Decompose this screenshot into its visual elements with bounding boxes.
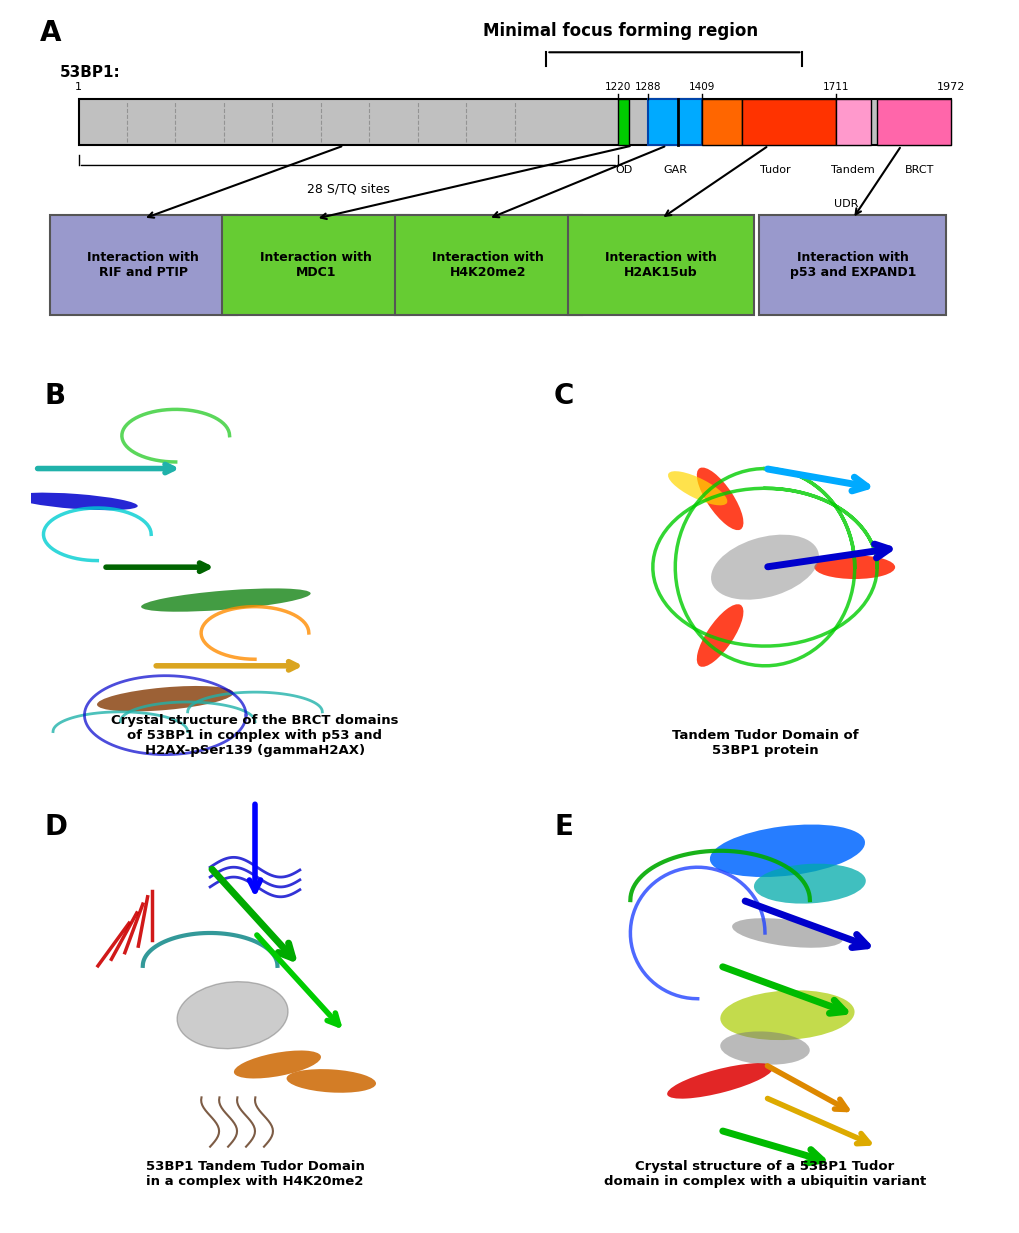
Ellipse shape [710,535,818,599]
Ellipse shape [97,686,233,711]
FancyBboxPatch shape [648,99,701,145]
Text: A: A [40,18,61,47]
Text: Interaction with
p53 and EXPAND1: Interaction with p53 and EXPAND1 [789,252,915,280]
Text: 28 S/TQ sites: 28 S/TQ sites [307,182,389,195]
Ellipse shape [233,1051,321,1079]
Text: Interaction with
H2AK15ub: Interaction with H2AK15ub [604,252,716,280]
Ellipse shape [666,1063,772,1099]
Text: 1220: 1220 [604,83,631,92]
Text: 1711: 1711 [821,83,848,92]
Text: Interaction with
RIF and PTIP: Interaction with RIF and PTIP [88,252,199,280]
FancyBboxPatch shape [222,216,409,316]
Text: Interaction with
H4K20me2: Interaction with H4K20me2 [432,252,544,280]
Ellipse shape [177,981,287,1048]
Text: Crystal structure of the BRCT domains
of 53BP1 in complex with p53 and
H2AX-pSer: Crystal structure of the BRCT domains of… [111,714,398,757]
Ellipse shape [14,493,138,510]
Text: Tandem Tudor Domain of
53BP1 protein: Tandem Tudor Domain of 53BP1 protein [672,729,857,757]
FancyBboxPatch shape [758,216,946,316]
Text: D: D [44,814,67,841]
Ellipse shape [696,467,743,530]
Ellipse shape [813,555,895,580]
Text: 1288: 1288 [635,83,661,92]
FancyBboxPatch shape [701,99,742,145]
FancyBboxPatch shape [394,216,581,316]
Text: 1972: 1972 [935,83,964,92]
Text: 1: 1 [75,83,82,92]
Text: Tandem: Tandem [830,165,874,175]
Text: GAR: GAR [662,165,686,175]
Text: OD: OD [614,165,632,175]
Text: UDR: UDR [834,199,858,208]
Text: Interaction with
MDC1: Interaction with MDC1 [260,252,371,280]
Text: B: B [44,382,65,409]
FancyBboxPatch shape [835,99,869,145]
Text: E: E [553,814,573,841]
Ellipse shape [719,990,854,1041]
Ellipse shape [141,588,311,612]
Ellipse shape [753,863,865,904]
FancyBboxPatch shape [618,99,629,145]
Ellipse shape [732,919,842,948]
Text: Minimal focus forming region: Minimal focus forming region [482,22,757,41]
FancyBboxPatch shape [567,216,754,316]
FancyBboxPatch shape [78,99,950,145]
FancyBboxPatch shape [876,99,950,145]
Text: 53BP1:: 53BP1: [59,65,120,80]
Text: Crystal structure of a 53BP1 Tudor
domain in complex with a ubiquitin variant: Crystal structure of a 53BP1 Tudor domai… [603,1160,925,1189]
Ellipse shape [696,604,743,667]
Text: 53BP1 Tandem Tudor Domain
in a complex with H4K20me2: 53BP1 Tandem Tudor Domain in a complex w… [146,1160,364,1189]
FancyBboxPatch shape [742,99,835,145]
Text: 1409: 1409 [688,83,714,92]
Ellipse shape [709,825,864,877]
Text: C: C [553,382,574,409]
Ellipse shape [286,1069,376,1092]
Ellipse shape [667,471,727,506]
Ellipse shape [719,1032,809,1064]
Text: BRCT: BRCT [904,165,933,175]
FancyBboxPatch shape [50,216,236,316]
Text: Tudor: Tudor [759,165,790,175]
